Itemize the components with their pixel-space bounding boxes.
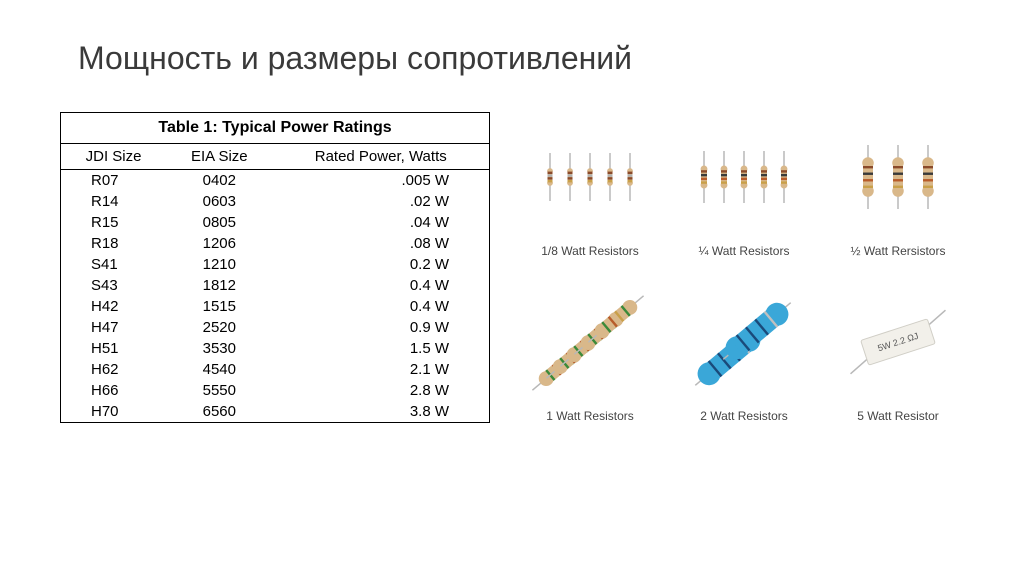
table-row: H4725200.9 W	[61, 317, 489, 338]
table-cell: R14	[61, 191, 166, 212]
table-row: R150805.04 W	[61, 212, 489, 233]
table-cell: .08 W	[272, 233, 489, 254]
resistor-label: 1/8 Watt Resistors	[541, 244, 639, 258]
table-row: S4318120.4 W	[61, 275, 489, 296]
resistor-icon	[520, 112, 660, 242]
resistor-label: 1 Watt Resistors	[546, 409, 634, 423]
resistor-card: 5W 2.2 ΩJ 5 Watt Resistor	[828, 277, 968, 424]
table-cell: 4540	[166, 359, 272, 380]
table-row: R140603.02 W	[61, 191, 489, 212]
table-cell: 1.5 W	[272, 338, 489, 359]
content-row: Table 1: Typical Power Ratings JDI Size …	[60, 112, 964, 423]
table-cell: R18	[61, 233, 166, 254]
table-row: R181206.08 W	[61, 233, 489, 254]
table-cell: R15	[61, 212, 166, 233]
resistor-icon	[828, 112, 968, 242]
table-cell: 0.4 W	[272, 275, 489, 296]
table-row: H6655502.8 W	[61, 380, 489, 401]
resistor-card: 2 Watt Resistors	[674, 277, 814, 424]
table-cell: 1812	[166, 275, 272, 296]
page-title: Мощность и размеры сопротивлений	[78, 40, 964, 77]
table-row: H4215150.4 W	[61, 296, 489, 317]
resistor-icon: 5W 2.2 ΩJ	[828, 277, 968, 407]
table-cell: 1210	[166, 254, 272, 275]
table-row: R070402.005 W	[61, 170, 489, 192]
resistor-card: 1/8 Watt Resistors	[520, 112, 660, 259]
power-ratings-table: Table 1: Typical Power Ratings JDI Size …	[60, 112, 490, 423]
table-cell: 0402	[166, 170, 272, 192]
table-cell: 1206	[166, 233, 272, 254]
table-cell: H42	[61, 296, 166, 317]
resistor-card: ¼ Watt Resistors	[674, 112, 814, 259]
table-cell: 3.8 W	[272, 401, 489, 422]
resistor-card: 1 Watt Resistors	[520, 277, 660, 424]
resistor-label: 2 Watt Resistors	[700, 409, 788, 423]
col-power: Rated Power, Watts	[272, 144, 489, 170]
table-cell: 1515	[166, 296, 272, 317]
table-header-row: JDI Size EIA Size Rated Power, Watts	[61, 144, 489, 170]
table-cell: .02 W	[272, 191, 489, 212]
table-cell: 2.1 W	[272, 359, 489, 380]
table-cell: H70	[61, 401, 166, 422]
table-row: S4112100.2 W	[61, 254, 489, 275]
table-cell: .005 W	[272, 170, 489, 192]
table-cell: 2.8 W	[272, 380, 489, 401]
table-cell: R07	[61, 170, 166, 192]
table-cell: 3530	[166, 338, 272, 359]
table-cell: H62	[61, 359, 166, 380]
resistor-label: 5 Watt Resistor	[857, 409, 939, 423]
table-row: H5135301.5 W	[61, 338, 489, 359]
col-eia: EIA Size	[166, 144, 272, 170]
table-cell: 0.4 W	[272, 296, 489, 317]
table-cell: 0603	[166, 191, 272, 212]
table-cell: 0805	[166, 212, 272, 233]
table: JDI Size EIA Size Rated Power, Watts R07…	[61, 144, 489, 422]
resistor-gallery: 1/8 Watt Resistors ¼ Watt Resistors ½ Watt…	[520, 112, 968, 423]
resistor-card: ½ Watt Rersistors	[828, 112, 968, 259]
resistor-label: ½ Watt Rersistors	[851, 244, 946, 258]
table-cell: H51	[61, 338, 166, 359]
table-cell: S41	[61, 254, 166, 275]
table-row: H6245402.1 W	[61, 359, 489, 380]
table-cell: H66	[61, 380, 166, 401]
table-cell: 0.2 W	[272, 254, 489, 275]
table-cell: 0.9 W	[272, 317, 489, 338]
table-cell: 6560	[166, 401, 272, 422]
table-cell: 5550	[166, 380, 272, 401]
resistor-icon	[520, 277, 660, 407]
resistor-label: ¼ Watt Resistors	[699, 244, 790, 258]
resistor-icon	[674, 277, 814, 407]
table-cell: .04 W	[272, 212, 489, 233]
table-caption: Table 1: Typical Power Ratings	[61, 113, 489, 144]
table-cell: H47	[61, 317, 166, 338]
col-jdi: JDI Size	[61, 144, 166, 170]
table-cell: S43	[61, 275, 166, 296]
table-row: H7065603.8 W	[61, 401, 489, 422]
resistor-icon	[674, 112, 814, 242]
table-cell: 2520	[166, 317, 272, 338]
